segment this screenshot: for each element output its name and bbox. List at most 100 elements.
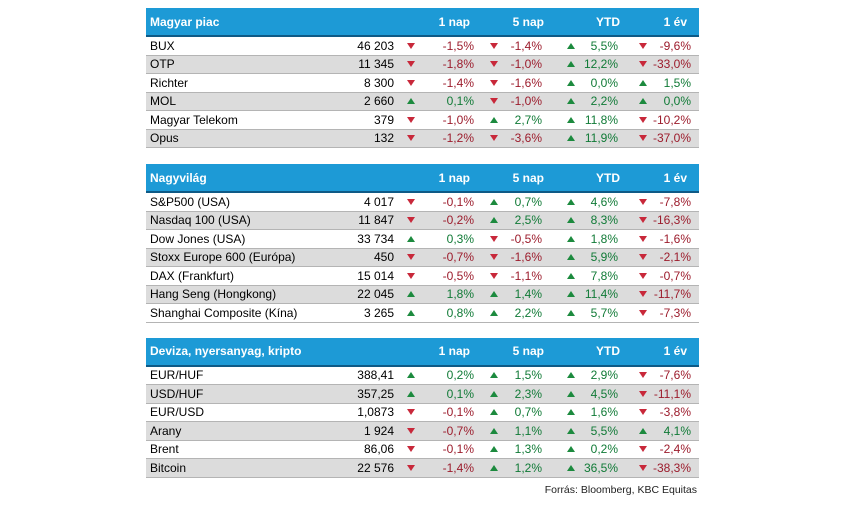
triangle-up-icon bbox=[567, 61, 575, 68]
instrument-value: 1,0873 bbox=[357, 405, 394, 420]
instrument-name: OTP bbox=[150, 57, 175, 72]
column-header: 1 nap bbox=[438, 344, 470, 358]
instrument-name: Arany bbox=[150, 423, 182, 438]
section-title: Nagyvilág bbox=[150, 170, 207, 185]
column-header: YTD bbox=[596, 170, 620, 185]
change-cell: 8,3% bbox=[550, 212, 626, 230]
change-cell: -1,0% bbox=[394, 111, 482, 129]
change-value: 1,8% bbox=[590, 231, 618, 246]
triangle-up-icon bbox=[490, 217, 498, 224]
change-cell: -7,8% bbox=[626, 193, 699, 211]
column-header: 1 év bbox=[663, 344, 687, 358]
instrument-name: Bitcoin bbox=[150, 460, 187, 475]
change-value: 4,1% bbox=[663, 423, 691, 438]
triangle-down-icon bbox=[490, 272, 498, 279]
triangle-down-icon bbox=[407, 135, 415, 142]
change-cell: 1,4% bbox=[482, 286, 550, 304]
change-value: -1,0% bbox=[442, 112, 474, 127]
triangle-up-icon bbox=[490, 427, 498, 434]
instrument-value: 33 734 bbox=[357, 231, 394, 246]
instrument-value: 46 203 bbox=[357, 38, 394, 53]
change-cell: -1,6% bbox=[626, 230, 699, 248]
change-cell: -1,8% bbox=[394, 56, 482, 74]
triangle-down-icon bbox=[407, 116, 415, 123]
change-value: -1,2% bbox=[442, 131, 474, 146]
column-header: 1 év bbox=[663, 14, 687, 29]
change-value: -1,6% bbox=[659, 231, 691, 246]
instrument-name: Nasdaq 100 (USA) bbox=[150, 213, 251, 228]
table-row: Richter 8 300 -1,4% -1,6% 0,0% 1,5% bbox=[146, 74, 699, 93]
change-cell: -1,4% bbox=[394, 459, 482, 477]
change-cell: 2,7% bbox=[482, 111, 550, 129]
triangle-down-icon bbox=[407, 79, 415, 86]
change-cell: -1,4% bbox=[394, 74, 482, 92]
table-section: Magyar piac 1 nap 5 nap YTD 1 év BUX 46 203 -1,… bbox=[146, 8, 699, 148]
triangle-down-icon bbox=[639, 309, 647, 316]
change-value: 0,8% bbox=[446, 305, 474, 320]
instrument-value: 450 bbox=[373, 250, 394, 265]
triangle-up-icon bbox=[407, 291, 415, 298]
table-row: Brent 86,06 -0,1% 1,3% 0,2% -2,4% bbox=[146, 441, 699, 459]
triangle-down-icon bbox=[639, 446, 647, 453]
triangle-up-icon bbox=[567, 446, 575, 453]
change-value: 1,5% bbox=[663, 75, 691, 90]
triangle-up-icon bbox=[407, 309, 415, 316]
instrument-name: Opus bbox=[150, 131, 179, 146]
change-cell: -0,1% bbox=[394, 404, 482, 422]
triangle-down-icon bbox=[407, 198, 415, 205]
change-value: -0,1% bbox=[442, 405, 474, 420]
triangle-up-icon bbox=[567, 198, 575, 205]
change-cell: 4,6% bbox=[550, 193, 626, 211]
instrument-name: EUR/USD bbox=[150, 405, 205, 420]
change-value: -11,7% bbox=[653, 287, 691, 302]
triangle-down-icon bbox=[639, 254, 647, 261]
change-cell: -2,1% bbox=[626, 249, 699, 267]
triangle-down-icon bbox=[407, 254, 415, 261]
change-value: 2,2% bbox=[590, 94, 618, 109]
change-value: -1,5% bbox=[442, 38, 474, 53]
instrument-name: Dow Jones (USA) bbox=[150, 231, 246, 246]
change-cell: -37,0% bbox=[626, 130, 699, 148]
section-header: Nagyvilág 1 nap 5 nap YTD 1 év bbox=[146, 164, 699, 193]
instrument-value: 22 576 bbox=[357, 460, 394, 475]
column-header: 1 év bbox=[663, 170, 687, 185]
change-cell: 1,5% bbox=[626, 74, 699, 92]
triangle-up-icon bbox=[490, 309, 498, 316]
change-cell: -33,0% bbox=[626, 56, 699, 74]
change-value: 0,7% bbox=[514, 405, 542, 420]
change-cell: 1,2% bbox=[482, 459, 550, 477]
triangle-down-icon bbox=[407, 427, 415, 434]
triangle-down-icon bbox=[639, 291, 647, 298]
triangle-down-icon bbox=[639, 272, 647, 279]
triangle-down-icon bbox=[407, 409, 415, 416]
change-cell: -1,1% bbox=[482, 267, 550, 285]
instrument-value: 1 924 bbox=[363, 423, 394, 438]
triangle-up-icon bbox=[567, 390, 575, 397]
column-header: YTD bbox=[596, 344, 620, 358]
table-row: EUR/HUF 388,41 0,2% 1,5% 2,9% -7,6% bbox=[146, 367, 699, 385]
table-row: DAX (Frankfurt) 15 014 -0,5% -1,1% 7,8% -0,7% bbox=[146, 267, 699, 286]
table-row: MOL 2 660 0,1% -1,0% 2,2% 0,0% bbox=[146, 92, 699, 111]
change-value: 1,2% bbox=[514, 460, 542, 475]
instrument-name: Richter bbox=[150, 75, 189, 90]
change-value: -0,2% bbox=[442, 213, 474, 228]
triangle-up-icon bbox=[567, 291, 575, 298]
change-value: 7,8% bbox=[590, 268, 618, 283]
triangle-down-icon bbox=[490, 42, 498, 49]
change-value: 5,5% bbox=[590, 423, 618, 438]
instrument-value: 3 265 bbox=[363, 305, 394, 320]
instrument-name: Hang Seng (Hongkong) bbox=[150, 287, 277, 302]
triangle-up-icon bbox=[490, 446, 498, 453]
change-cell: 12,2% bbox=[550, 56, 626, 74]
triangle-down-icon bbox=[407, 217, 415, 224]
instrument-value: 388,41 bbox=[357, 368, 394, 383]
change-cell: 4,1% bbox=[626, 422, 699, 440]
triangle-up-icon bbox=[567, 217, 575, 224]
change-cell: -16,3% bbox=[626, 212, 699, 230]
change-cell: 1,5% bbox=[482, 367, 550, 385]
change-value: -2,4% bbox=[659, 442, 691, 457]
table-section: Deviza, nyersanyag, kripto 1 nap 5 nap YTD 1… bbox=[146, 337, 699, 496]
change-value: -7,3% bbox=[659, 305, 691, 320]
change-cell: -11,7% bbox=[626, 286, 699, 304]
change-value: 2,9% bbox=[590, 368, 618, 383]
